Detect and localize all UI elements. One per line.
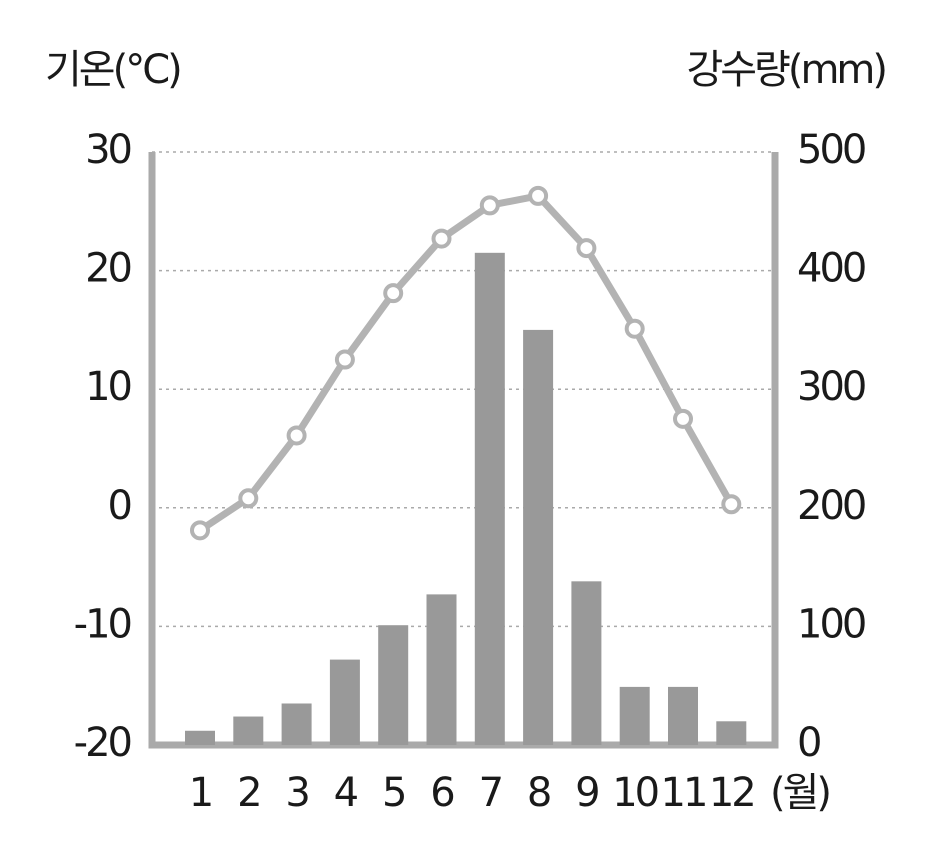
point <box>721 494 742 515</box>
x-tick-label: 3 <box>285 770 308 816</box>
y-axis-title: 기온(°C) <box>45 47 180 93</box>
y-tick-label: 10 <box>85 364 130 410</box>
bar <box>523 329 554 745</box>
x-tick-label: 2 <box>237 770 259 816</box>
x-tick-label: 10 <box>612 770 657 816</box>
x-tick-label: 1 <box>189 770 211 816</box>
x-tick-label: 12 <box>709 770 754 816</box>
point <box>624 318 645 339</box>
bar <box>571 581 602 745</box>
axis-frame <box>148 152 779 749</box>
y-tick-label: 20 <box>85 246 130 292</box>
bar <box>474 252 505 745</box>
x-axis-title: (월) <box>770 770 829 816</box>
bar <box>233 716 264 745</box>
point <box>479 195 500 216</box>
y2-axis-title: 강수량(mm) <box>686 47 885 93</box>
y-tick-label: 30 <box>85 127 130 173</box>
y2-tick-label: 400 <box>797 246 865 292</box>
point <box>673 408 693 429</box>
point <box>576 238 597 259</box>
point <box>528 185 549 206</box>
y2-tick-label: 300 <box>797 364 865 410</box>
bar <box>378 625 409 745</box>
y-tick-label: 0 <box>108 483 131 529</box>
line <box>198 192 735 534</box>
x-tick-label: 8 <box>527 770 550 816</box>
y2-tick-label: 200 <box>797 483 865 529</box>
point <box>190 520 210 541</box>
point <box>431 228 452 249</box>
x-tick-label: 9 <box>575 770 598 816</box>
y2-tick-label: 0 <box>797 720 820 766</box>
y2-tick-label: 100 <box>797 601 865 647</box>
bar <box>426 594 457 745</box>
bar <box>185 730 215 745</box>
y2-tick-label: 500 <box>797 127 865 173</box>
bar <box>716 721 747 745</box>
point <box>286 425 307 446</box>
x-tick-label: 7 <box>479 770 502 816</box>
x-tick-label: 5 <box>382 770 404 816</box>
bar <box>281 703 312 745</box>
x-tick-label: 4 <box>334 770 358 816</box>
point <box>238 488 259 509</box>
x-tick-label: 11 <box>661 770 706 816</box>
bar <box>619 686 650 745</box>
point <box>334 349 355 370</box>
x-tick-label: 6 <box>430 770 453 816</box>
bar <box>668 686 698 745</box>
bar <box>329 659 360 745</box>
point <box>383 283 404 304</box>
y-tick-label: -20 <box>74 720 131 766</box>
y-tick-label: -10 <box>74 601 131 647</box>
